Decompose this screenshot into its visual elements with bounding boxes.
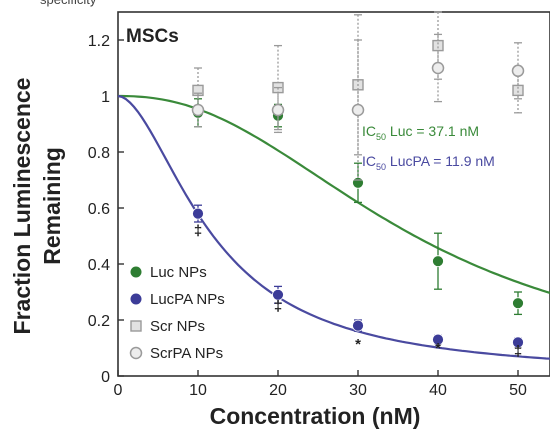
x-tick-label: 40 <box>429 382 447 399</box>
legend-label: LucPA NPs <box>150 291 225 308</box>
ic50-prefix: IC <box>362 153 376 169</box>
data-point-circle <box>432 255 444 268</box>
data-point-circle <box>192 207 204 220</box>
x-tick-label: 50 <box>509 382 527 399</box>
data-point-circle <box>432 333 444 346</box>
fit-curve-0 <box>118 94 550 294</box>
data-point-square <box>432 39 444 52</box>
data-point-open-circle <box>271 103 285 117</box>
significance-marker: * <box>435 340 441 357</box>
legend-label: Scr NPs <box>150 318 205 335</box>
ic50-label-1: IC50 LucPA = 11.9 nM <box>362 153 495 172</box>
y-tick-label: 0 <box>101 369 110 386</box>
ic50-label-0: IC50 Luc = 37.1 nM <box>362 123 479 142</box>
legend-label: ScrPA NPs <box>150 345 223 362</box>
y-tick-label: 0.6 <box>88 201 110 218</box>
x-tick-label: 30 <box>349 382 367 399</box>
y-tick-label: 0.8 <box>88 145 110 162</box>
ic50-value: LucPA = 11.9 nM <box>386 153 495 169</box>
ic50-prefix: IC <box>362 123 376 139</box>
legend-marker-circle <box>130 266 142 278</box>
ic50-subscript: 50 <box>376 162 386 172</box>
data-point-circle <box>352 176 364 189</box>
y-tick-label: 0.4 <box>88 257 110 274</box>
y-tick-label: 1.2 <box>88 33 110 50</box>
panel-label: MSCs <box>126 26 179 47</box>
data-point-circle <box>352 319 364 332</box>
top-caption: specificity <box>40 0 97 7</box>
data-point-open-circle <box>511 64 525 78</box>
y-tick-label: 1 <box>101 89 110 106</box>
y-tick-label: 0.2 <box>88 313 110 330</box>
legend-marker-open-circle <box>129 346 143 360</box>
x-tick-label: 0 <box>114 382 123 399</box>
y-axis-title-line1: Fraction Luminescence <box>9 78 35 335</box>
ic50-value: Luc = 37.1 nM <box>386 123 479 139</box>
significance-marker: ‡ <box>514 343 522 360</box>
significance-marker: * <box>355 336 361 353</box>
data-point-open-circle <box>431 61 445 75</box>
x-axis-title: Concentration (nM) <box>210 403 421 429</box>
data-point-open-circle <box>191 103 205 117</box>
data-point-open-circle <box>351 103 365 117</box>
data-point-circle <box>512 336 524 349</box>
fit-curve-1 <box>117 94 550 360</box>
significance-marker: ‡ <box>274 298 282 315</box>
legend-marker-circle <box>130 293 142 305</box>
data-point-square <box>192 84 204 97</box>
ic50-subscript: 50 <box>376 132 386 142</box>
legend-marker-square <box>130 320 142 332</box>
significance-marker: ‡ <box>194 222 202 239</box>
x-tick-label: 20 <box>269 382 287 399</box>
y-axis-title-line2: Remaining <box>39 147 65 265</box>
data-point-circle <box>512 297 524 310</box>
data-point-circle <box>272 288 284 301</box>
plot-frame <box>117 11 550 377</box>
legend-label: Luc NPs <box>150 264 207 281</box>
x-tick-label: 10 <box>189 382 207 399</box>
